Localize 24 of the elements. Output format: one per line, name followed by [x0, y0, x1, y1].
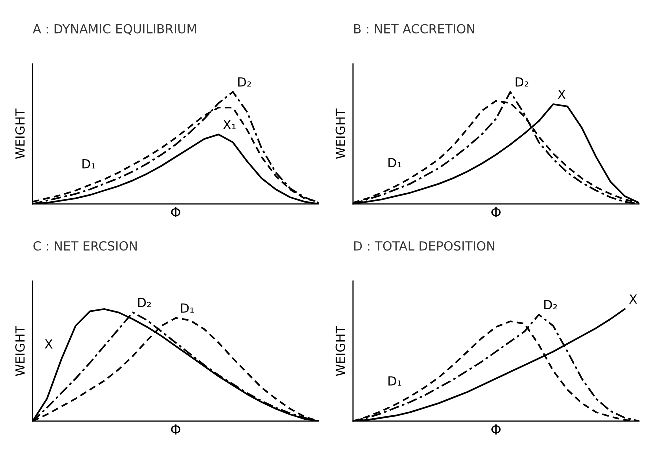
x-axis-title: Φ	[492, 207, 501, 218]
series-label: D₁	[181, 304, 194, 313]
chart-title: A : DYNAMIC EQUILIBRIUM	[33, 24, 196, 36]
series-label: D₁	[388, 158, 402, 168]
series-label: X	[629, 294, 638, 304]
series-label: D₂	[544, 300, 558, 310]
y-axis-title: WEIGHT	[336, 108, 346, 160]
series-label: D₁	[388, 376, 402, 386]
series-label: X₁	[223, 120, 236, 130]
chart-title: C : NET ERCSION	[34, 241, 137, 251]
series-label: X	[45, 340, 53, 349]
series-label: D₂	[516, 78, 529, 87]
series-label: D₂	[138, 298, 152, 308]
y-axis-title: WEIGHT	[16, 108, 25, 160]
x-axis-title: Φ	[171, 424, 181, 435]
series-label: X	[558, 90, 566, 100]
x-axis-title: Φ	[492, 424, 501, 435]
x-axis-title: Φ	[171, 207, 181, 218]
series-label: D₂	[238, 78, 252, 87]
y-axis-title: WEIGHT	[336, 326, 346, 376]
y-axis-title: WEIGHT	[16, 326, 25, 376]
chart-title: B : NET ACCRETION	[354, 24, 474, 34]
series-label: D₁	[82, 160, 96, 169]
chart-title: D : TOTAL DEPOSITION	[354, 241, 494, 251]
